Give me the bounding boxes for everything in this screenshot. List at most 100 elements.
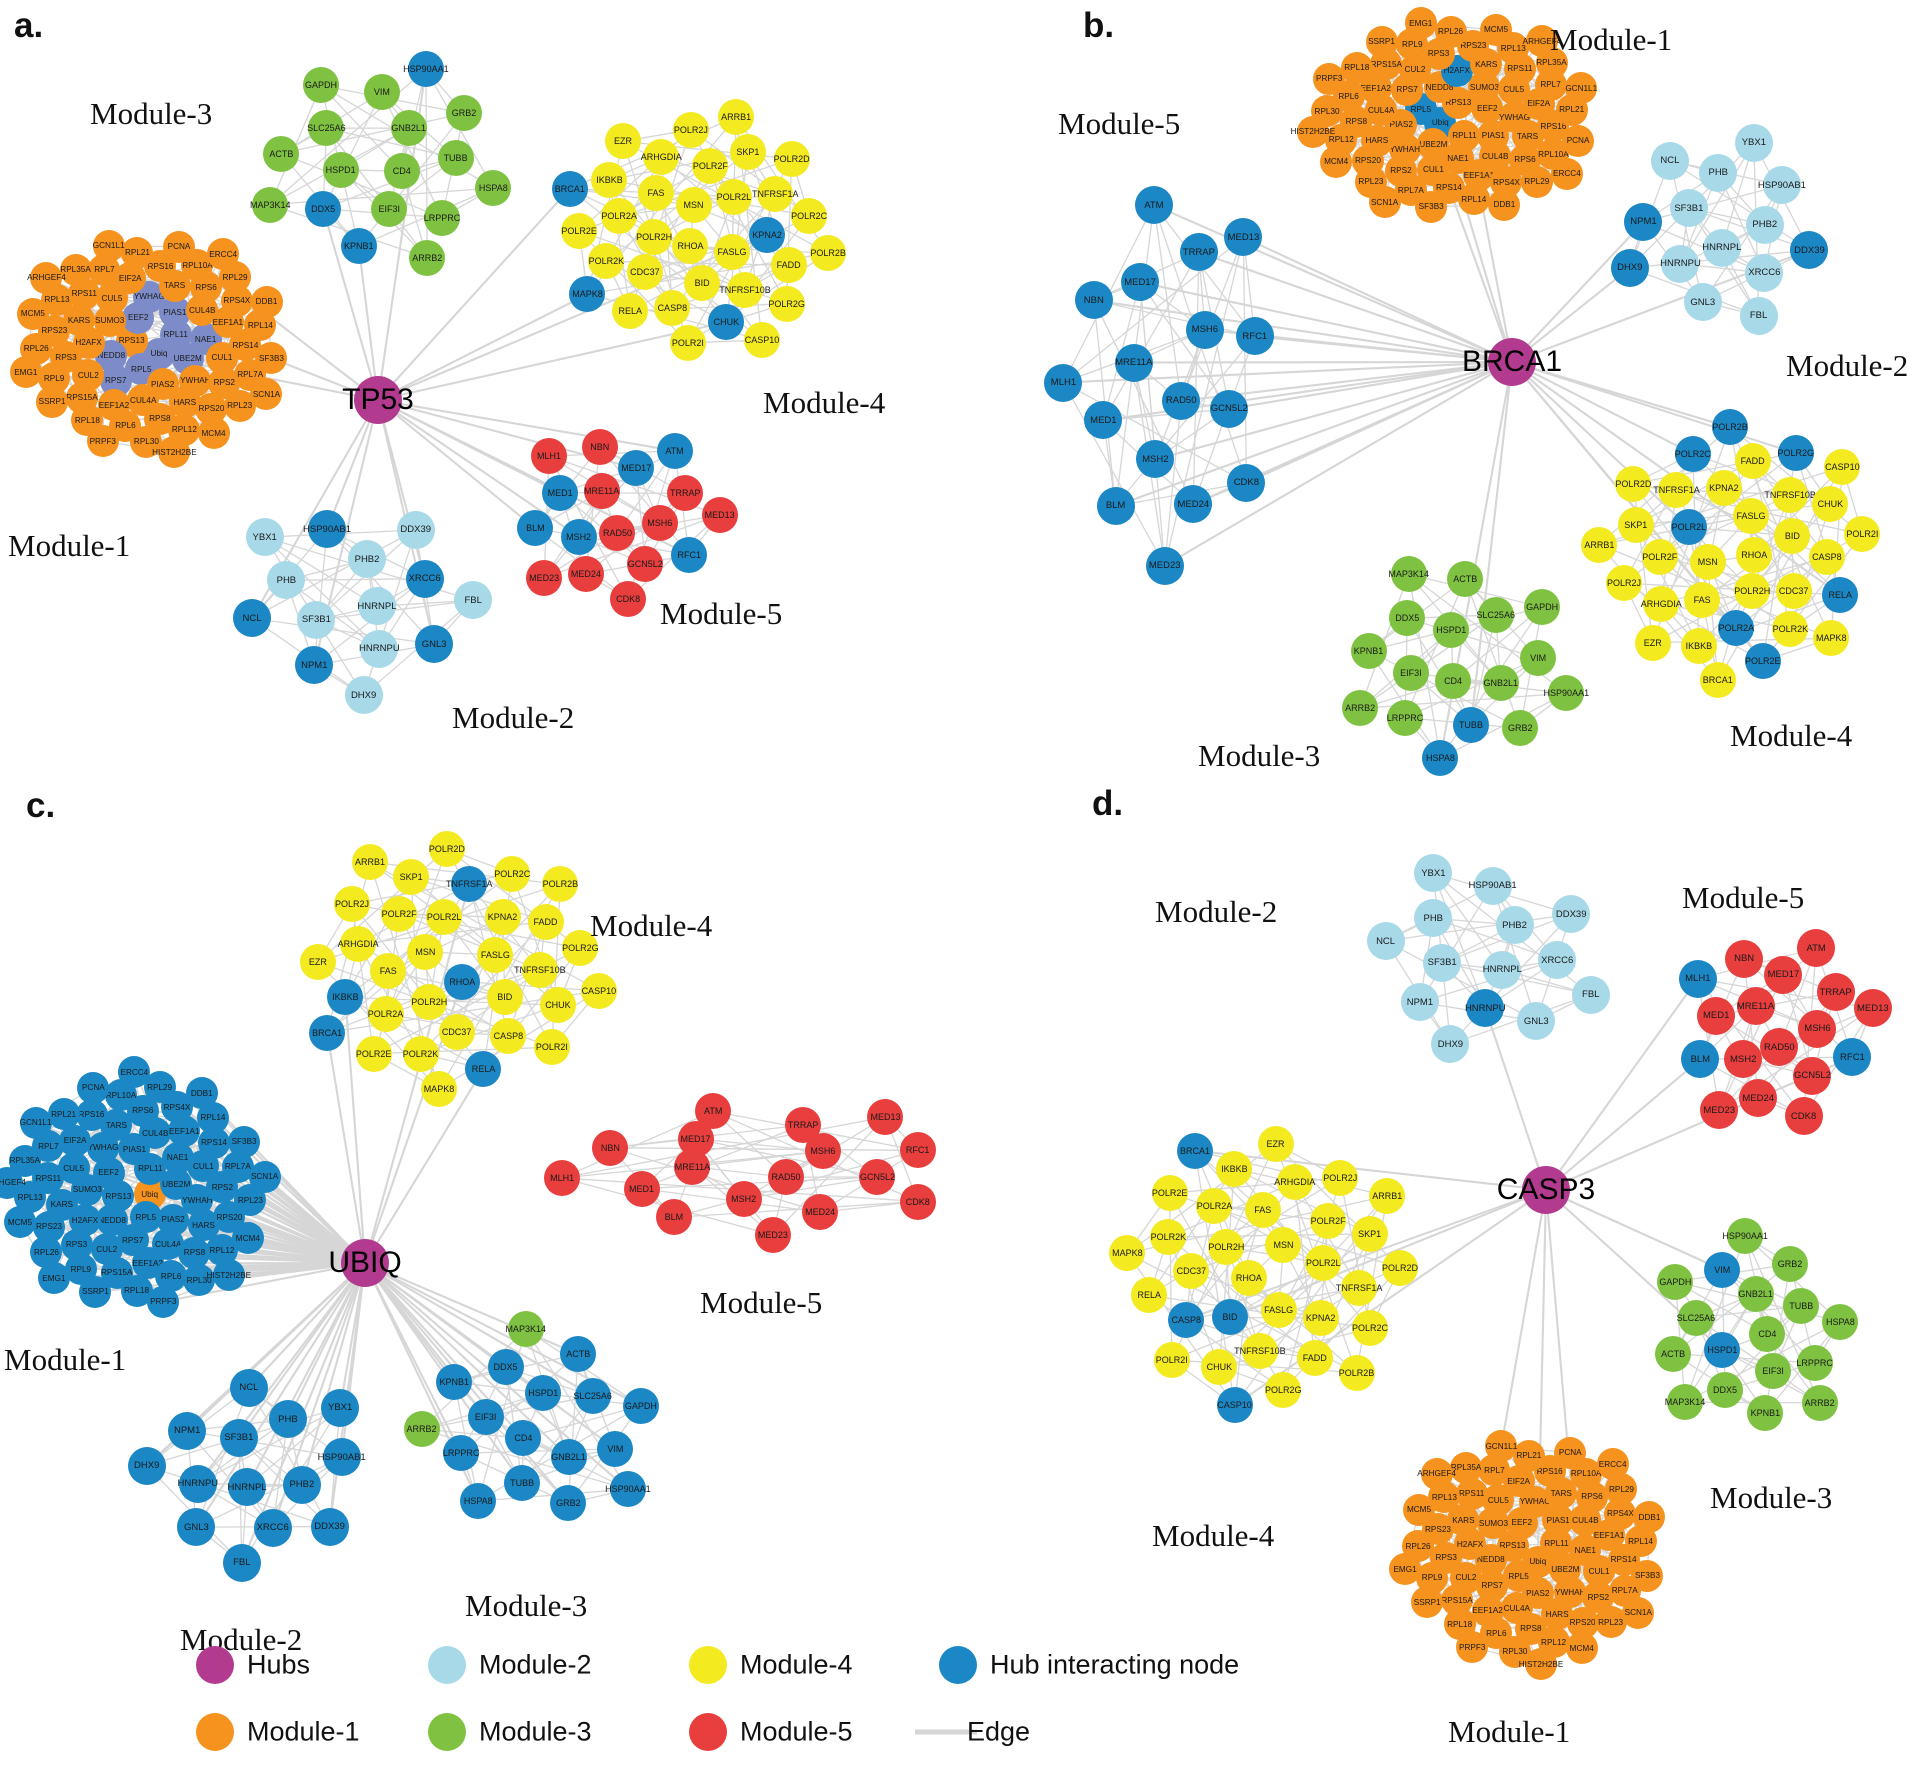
node-cd4: CD4 bbox=[505, 1420, 542, 1457]
node-mcm5: MCM5 bbox=[16, 297, 49, 330]
node-tnfrsf1a: TNFRSF1A bbox=[1336, 1269, 1382, 1306]
node-polr2d: POLR2D bbox=[773, 140, 810, 177]
node-mcm4: MCM4 bbox=[1565, 1632, 1598, 1665]
node-polr2g: POLR2G bbox=[1778, 435, 1814, 472]
edge bbox=[325, 127, 428, 259]
edge bbox=[364, 1068, 485, 1264]
edge bbox=[1248, 1277, 1357, 1374]
edge bbox=[187, 1430, 342, 1458]
edge bbox=[1673, 1352, 1815, 1364]
node-med13: MED13 bbox=[1224, 218, 1263, 257]
node-npm1: NPM1 bbox=[1400, 983, 1439, 1022]
node-med24: MED24 bbox=[1174, 485, 1213, 524]
node-hspa8: HSPA8 bbox=[1822, 1303, 1859, 1340]
node-cdc37: CDC37 bbox=[626, 254, 663, 291]
node-prpf3: PRPF3 bbox=[1456, 1631, 1489, 1664]
node-rpl14: RPL14 bbox=[1457, 183, 1490, 216]
edge bbox=[1245, 361, 1513, 484]
node-faslg: FASLG bbox=[477, 936, 514, 973]
node-polr2l: POLR2L bbox=[426, 898, 463, 935]
node-grb2: GRB2 bbox=[446, 95, 483, 132]
node-mcm5: MCM5 bbox=[1480, 13, 1513, 46]
edge bbox=[1102, 252, 1200, 421]
node-scn1a: SCN1A bbox=[1368, 186, 1401, 219]
node-sf3b1: SF3B1 bbox=[1423, 943, 1462, 982]
node-ikbkb: IKBKB bbox=[591, 161, 628, 198]
edge bbox=[567, 1354, 579, 1504]
edge bbox=[1702, 184, 1783, 303]
node-lrpprc: LRPPRC bbox=[424, 199, 460, 236]
node-blm: BLM bbox=[655, 1199, 692, 1236]
node-tubb: TUBB bbox=[504, 1464, 541, 1501]
node-msh6: MSH6 bbox=[1798, 1009, 1837, 1048]
node-gcn5l2: GCN5L2 bbox=[1793, 1056, 1832, 1095]
edge bbox=[195, 1387, 250, 1528]
edge bbox=[1500, 1189, 1548, 1447]
edge bbox=[364, 1262, 579, 1356]
edge bbox=[1716, 991, 1836, 1017]
edge bbox=[1115, 335, 1256, 507]
node-brca1: BRCA1 bbox=[1699, 662, 1736, 699]
legend-label-edge: Edge bbox=[967, 1716, 1031, 1747]
edge bbox=[1259, 1221, 1329, 1352]
node-prpf3: PRPF3 bbox=[147, 1285, 180, 1318]
node-chuk: CHUK bbox=[708, 304, 745, 341]
node-actb: ACTB bbox=[560, 1336, 597, 1373]
hub-label-ubiq: UBIQ bbox=[328, 1246, 402, 1279]
node-mlh1: MLH1 bbox=[544, 1159, 581, 1196]
legend-swatch-hubs bbox=[196, 1646, 234, 1684]
edge bbox=[1511, 361, 1690, 529]
module-label-module-1: Module-1 bbox=[8, 528, 131, 563]
node-rpl35a: RPL35A bbox=[1450, 1451, 1483, 1484]
node-rpl18: RPL18 bbox=[120, 1274, 153, 1307]
edge bbox=[377, 293, 588, 401]
legend-label-hubs: Hubs bbox=[247, 1649, 311, 1680]
node-med23: MED23 bbox=[1145, 546, 1184, 585]
edge bbox=[610, 1147, 821, 1213]
node-mapk8: MAPK8 bbox=[1813, 620, 1850, 657]
node-hspa8: HSPA8 bbox=[460, 1483, 497, 1520]
node-med23: MED23 bbox=[754, 1217, 791, 1254]
node-ezr: EZR bbox=[299, 943, 336, 980]
edge bbox=[344, 997, 367, 1264]
node-ercc4: ERCC4 bbox=[207, 238, 240, 271]
node-polr2b: POLR2B bbox=[1712, 409, 1749, 446]
node-polr2h: POLR2H bbox=[1734, 572, 1770, 609]
node-gnb2l1: GNB2L1 bbox=[1737, 1275, 1774, 1312]
edge bbox=[1659, 494, 1791, 558]
node-arhgef4: ARHGEF4 bbox=[1417, 1457, 1456, 1490]
node-tubb: TUBB bbox=[1783, 1288, 1820, 1325]
node-polr2k: POLR2K bbox=[1150, 1219, 1187, 1256]
node-rhoa: RHOA bbox=[1230, 1260, 1267, 1297]
node-emg1: EMG1 bbox=[1404, 7, 1437, 40]
edge bbox=[1455, 70, 1514, 363]
node-polr2h: POLR2H bbox=[411, 984, 447, 1021]
edge bbox=[300, 1262, 367, 1486]
node-med24: MED24 bbox=[567, 556, 604, 593]
module-label-module-4: Module-4 bbox=[590, 908, 713, 943]
node-rfc1: RFC1 bbox=[1833, 1038, 1872, 1077]
node-rad50: RAD50 bbox=[1162, 381, 1201, 420]
node-ddx5: DDX5 bbox=[487, 1349, 524, 1386]
edge bbox=[326, 528, 435, 645]
node-gnl3: GNL3 bbox=[415, 625, 454, 664]
node-rpl26: RPL26 bbox=[1434, 15, 1467, 48]
node-rela: RELA bbox=[465, 1050, 502, 1087]
node-nbn: NBN bbox=[1074, 281, 1113, 320]
legend-swatch-module-5 bbox=[689, 1713, 727, 1751]
node-brca1: BRCA1 bbox=[309, 1014, 346, 1051]
node-arrb2: ARRB2 bbox=[1801, 1384, 1838, 1421]
edge bbox=[1198, 251, 1513, 363]
node-rhoa: RHOA bbox=[672, 228, 709, 265]
edge bbox=[326, 1032, 367, 1264]
node-hist2h2be: HIST2H2BE bbox=[207, 1259, 251, 1292]
node-fadd: FADD bbox=[1296, 1339, 1333, 1376]
node-polr2f: POLR2F bbox=[692, 147, 729, 184]
node-polr2c: POLR2C bbox=[791, 197, 827, 234]
node-ercc4: ERCC4 bbox=[1596, 1448, 1629, 1481]
node-faslg: FASLG bbox=[1260, 1292, 1297, 1329]
node-npm1: NPM1 bbox=[295, 646, 334, 685]
node-ezr: EZR bbox=[605, 123, 641, 160]
module-label-module-2: Module-2 bbox=[452, 700, 575, 735]
module-label-module-1: Module-1 bbox=[1550, 22, 1673, 57]
